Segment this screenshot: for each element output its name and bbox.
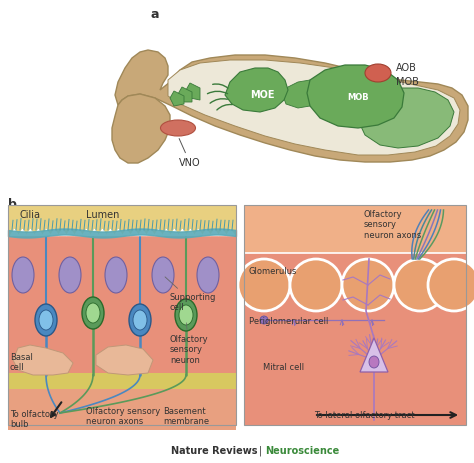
Circle shape: [238, 259, 290, 311]
Text: VNO: VNO: [179, 138, 201, 168]
Text: |: |: [258, 445, 262, 456]
Ellipse shape: [152, 257, 174, 293]
Text: MOB: MOB: [396, 77, 419, 87]
Text: Glomerulus: Glomerulus: [249, 267, 297, 276]
Ellipse shape: [197, 257, 219, 293]
Polygon shape: [170, 91, 184, 106]
Bar: [8, 205, 236, 425]
Text: Olfactory sensory
neuron axons: Olfactory sensory neuron axons: [86, 407, 160, 426]
Text: MOB: MOB: [347, 94, 369, 102]
Circle shape: [290, 259, 342, 311]
Ellipse shape: [175, 299, 197, 331]
Ellipse shape: [59, 257, 81, 293]
Polygon shape: [358, 88, 454, 148]
Polygon shape: [115, 50, 468, 162]
Polygon shape: [178, 87, 192, 102]
Bar: [244, 205, 466, 425]
Polygon shape: [225, 68, 288, 112]
Polygon shape: [307, 65, 404, 128]
Ellipse shape: [133, 310, 147, 330]
Ellipse shape: [365, 64, 391, 82]
Ellipse shape: [369, 356, 379, 368]
Polygon shape: [96, 345, 153, 375]
Bar: [8, 227, 236, 375]
Text: Nature Reviews: Nature Reviews: [172, 446, 258, 456]
Text: To lateral olfactory tract: To lateral olfactory tract: [314, 411, 414, 420]
Text: Olfactory
sensory
neuron: Olfactory sensory neuron: [170, 323, 209, 365]
Polygon shape: [13, 345, 73, 375]
Circle shape: [428, 259, 474, 311]
Text: Supporting
cell: Supporting cell: [165, 277, 216, 313]
Text: To olfactory
bulb: To olfactory bulb: [10, 410, 58, 429]
Bar: [244, 205, 466, 253]
Bar: [244, 205, 466, 425]
Ellipse shape: [35, 304, 57, 336]
Text: Neuroscience: Neuroscience: [265, 446, 339, 456]
Ellipse shape: [39, 310, 53, 330]
Text: MOE: MOE: [250, 90, 274, 100]
Polygon shape: [112, 94, 170, 163]
Bar: [8, 205, 236, 235]
Polygon shape: [360, 338, 388, 372]
Circle shape: [342, 259, 394, 311]
Polygon shape: [168, 60, 460, 155]
Text: b: b: [8, 198, 17, 211]
Text: Lumen: Lumen: [86, 210, 119, 220]
Ellipse shape: [86, 303, 100, 323]
Polygon shape: [186, 83, 200, 100]
Polygon shape: [283, 80, 310, 108]
Ellipse shape: [105, 257, 127, 293]
Ellipse shape: [82, 297, 104, 329]
Ellipse shape: [161, 120, 195, 136]
Ellipse shape: [179, 305, 193, 325]
Text: Periglomerular cell: Periglomerular cell: [249, 317, 328, 326]
Circle shape: [260, 316, 268, 324]
Bar: [8, 387, 236, 430]
Text: Basal
cell: Basal cell: [10, 353, 33, 372]
Bar: [8, 373, 236, 389]
Circle shape: [394, 259, 446, 311]
Text: AOB: AOB: [396, 63, 417, 73]
Text: Cilia: Cilia: [20, 210, 41, 220]
Text: a: a: [151, 8, 159, 21]
Text: Olfactory
sensory
neuron axons: Olfactory sensory neuron axons: [364, 210, 421, 240]
Text: Basement
membrane: Basement membrane: [163, 407, 209, 426]
Ellipse shape: [129, 304, 151, 336]
Ellipse shape: [12, 257, 34, 293]
Text: Mitral cell: Mitral cell: [263, 363, 304, 372]
